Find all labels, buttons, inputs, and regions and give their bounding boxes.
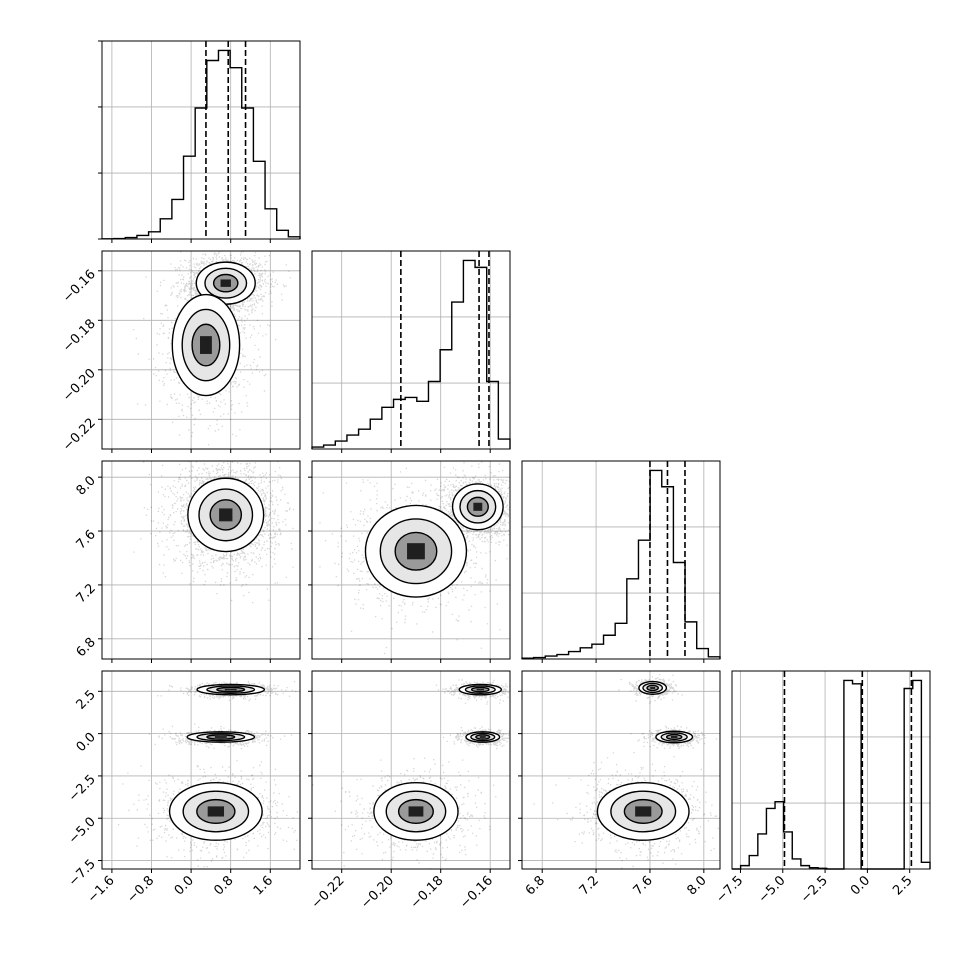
y-tick-label: −5.0 (66, 814, 99, 847)
x-tick-label: 0.0 (172, 873, 197, 898)
histogram-panel-0 (98, 40, 301, 240)
axes-frame (521, 460, 721, 660)
density-peak (407, 543, 425, 560)
density-peak (214, 736, 227, 738)
x-tick-label: −0.8 (124, 873, 157, 906)
y-tick-label: −0.18 (60, 317, 99, 356)
axes-frame (731, 670, 931, 870)
x-tick-label: 7.2 (577, 873, 602, 898)
histogram-panel-3 (731, 670, 931, 870)
axes-frame (101, 460, 301, 660)
x-tick-label: −0.22 (309, 873, 348, 912)
axes-frame (101, 670, 301, 870)
density-peak (650, 686, 656, 690)
x-tick-label: 0.8 (211, 873, 236, 898)
x-tick-label: 2.5 (890, 873, 915, 898)
sample-points (132, 251, 291, 446)
density-peak (408, 806, 424, 817)
y-tick-label: 2.5 (74, 688, 99, 713)
axes-frame (521, 670, 721, 870)
density-body (102, 671, 300, 869)
density-body (312, 671, 510, 869)
x-tick-label: 6.8 (523, 873, 548, 898)
x-tick-label: 0.0 (848, 873, 873, 898)
y-tick-label: 7.6 (74, 527, 99, 552)
x-tick-label: 1.6 (251, 873, 276, 898)
density-panel-3-0 (101, 670, 301, 870)
y-tick-label: 0.0 (74, 730, 99, 755)
y-tick-label: 7.2 (74, 581, 99, 606)
density-peak (473, 502, 483, 511)
axes-frame (101, 40, 301, 240)
density-peak (635, 806, 652, 817)
y-tick-label: −7.5 (66, 857, 99, 890)
histogram-step (732, 679, 931, 870)
histogram-step (101, 49, 301, 240)
x-tick-label: −0.18 (408, 873, 447, 912)
x-tick-label: −2.5 (798, 873, 831, 906)
y-tick-label: 8.0 (74, 473, 99, 498)
density-panel-1-0 (101, 250, 301, 450)
density-peak (670, 735, 678, 739)
density-panel-3-2 (521, 670, 721, 870)
density-panel-3-1 (311, 670, 511, 870)
density-body (522, 671, 720, 869)
x-tick-label: −0.20 (358, 873, 397, 912)
density-peak (200, 336, 212, 354)
x-tick-label: −5.0 (756, 873, 789, 906)
sample-points (533, 674, 720, 869)
axes-frame (311, 250, 511, 450)
density-peak (476, 688, 485, 691)
density-peak (207, 806, 225, 817)
histogram-panel-1 (311, 250, 511, 450)
x-tick-label: −1.6 (85, 873, 118, 906)
axes-frame (311, 670, 511, 870)
y-tick-label: −0.20 (60, 366, 99, 405)
axes-frame (311, 460, 511, 660)
density-panel-2-1 (311, 460, 511, 660)
x-tick-label: −7.5 (713, 873, 746, 906)
x-tick-label: 8.0 (684, 873, 709, 898)
y-tick-label: 6.8 (74, 635, 99, 660)
density-peak (220, 279, 231, 287)
density-peak (224, 688, 237, 691)
x-tick-label: −0.16 (457, 873, 496, 912)
density-peak (219, 508, 233, 522)
histogram-panel-2 (521, 460, 721, 660)
y-tick-label: −2.5 (66, 772, 99, 805)
histogram-step (311, 259, 511, 449)
density-body (102, 461, 300, 659)
density-body (102, 251, 300, 449)
density-peak (479, 736, 486, 738)
density-body (312, 461, 510, 659)
density-panel-2-0 (101, 460, 301, 660)
axes-frame (101, 250, 301, 450)
sample-points (118, 680, 298, 868)
histogram-step (521, 469, 721, 659)
y-tick-label: −0.22 (60, 416, 99, 455)
x-tick-label: 7.6 (631, 873, 656, 898)
y-tick-label: −0.16 (60, 267, 99, 306)
